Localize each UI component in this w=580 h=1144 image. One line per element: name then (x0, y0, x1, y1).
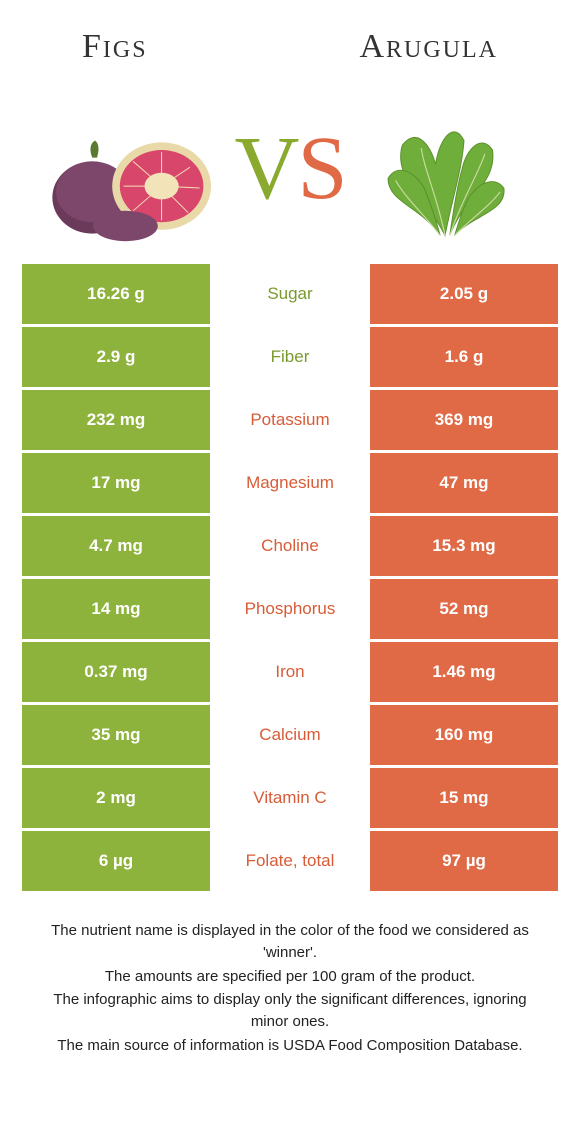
figs-icon (40, 89, 230, 249)
right-value: 15 mg (370, 768, 558, 828)
right-value: 97 µg (370, 831, 558, 891)
infographic-container: Figs Arugula VS (0, 0, 580, 1057)
hero-row: VS (22, 74, 558, 264)
nutrient-name: Iron (210, 642, 370, 702)
nutrient-name: Fiber (210, 327, 370, 387)
nutrient-name: Sugar (210, 264, 370, 324)
nutrient-name: Phosphorus (210, 579, 370, 639)
vs-s: S (297, 119, 345, 218)
vs-label: VS (234, 124, 345, 214)
right-value: 52 mg (370, 579, 558, 639)
left-value: 17 mg (22, 453, 210, 513)
title-row: Figs Arugula (22, 18, 558, 74)
nutrient-name: Calcium (210, 705, 370, 765)
left-value: 6 µg (22, 831, 210, 891)
footnote-line: The main source of information is USDA F… (40, 1035, 540, 1057)
nutrient-row: 0.37 mgIron1.46 mg (22, 642, 558, 702)
nutrient-row: 17 mgMagnesium47 mg (22, 453, 558, 513)
nutrient-name: Folate, total (210, 831, 370, 891)
footnote-line: The nutrient name is displayed in the co… (40, 920, 540, 964)
right-value: 1.6 g (370, 327, 558, 387)
left-value: 0.37 mg (22, 642, 210, 702)
nutrient-row: 2 mgVitamin C15 mg (22, 768, 558, 828)
left-value: 4.7 mg (22, 516, 210, 576)
right-value: 15.3 mg (370, 516, 558, 576)
left-value: 35 mg (22, 705, 210, 765)
left-value: 14 mg (22, 579, 210, 639)
nutrient-row: 232 mgPotassium369 mg (22, 390, 558, 450)
right-value: 1.46 mg (370, 642, 558, 702)
right-value: 160 mg (370, 705, 558, 765)
nutrient-row: 2.9 gFiber1.6 g (22, 327, 558, 387)
nutrient-name: Potassium (210, 390, 370, 450)
right-value: 369 mg (370, 390, 558, 450)
arugula-icon (350, 89, 540, 249)
nutrient-row: 14 mgPhosphorus52 mg (22, 579, 558, 639)
left-value: 232 mg (22, 390, 210, 450)
nutrient-row: 16.26 gSugar2.05 g (22, 264, 558, 324)
nutrient-row: 6 µgFolate, total97 µg (22, 831, 558, 891)
nutrient-row: 4.7 mgCholine15.3 mg (22, 516, 558, 576)
nutrient-name: Magnesium (210, 453, 370, 513)
left-value: 2.9 g (22, 327, 210, 387)
right-value: 2.05 g (370, 264, 558, 324)
footnote-line: The infographic aims to display only the… (40, 989, 540, 1033)
left-value: 2 mg (22, 768, 210, 828)
right-food-title: Arugula (359, 28, 498, 66)
footnote-line: The amounts are specified per 100 gram o… (40, 966, 540, 988)
nutrient-name: Vitamin C (210, 768, 370, 828)
nutrient-table: 16.26 gSugar2.05 g2.9 gFiber1.6 g232 mgP… (22, 264, 558, 891)
left-food-title: Figs (82, 28, 148, 66)
footnotes: The nutrient name is displayed in the co… (22, 894, 558, 1057)
left-value: 16.26 g (22, 264, 210, 324)
nutrient-name: Choline (210, 516, 370, 576)
nutrient-row: 35 mgCalcium160 mg (22, 705, 558, 765)
vs-v: V (234, 119, 297, 218)
right-value: 47 mg (370, 453, 558, 513)
